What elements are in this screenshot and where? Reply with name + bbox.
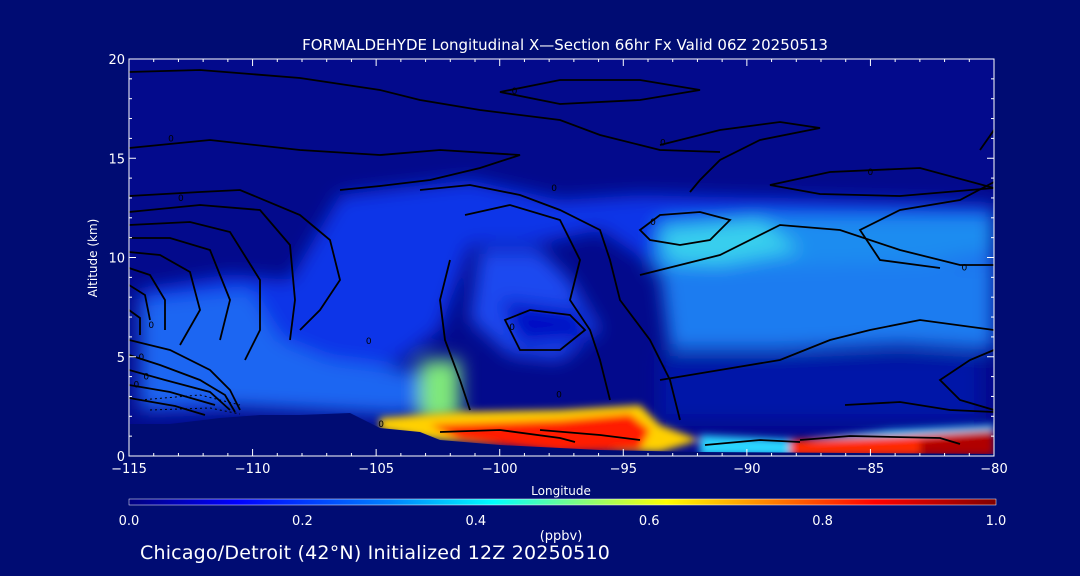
contour-label: 0 — [551, 184, 557, 194]
field-region-jet-core — [660, 220, 800, 265]
field-region-lower-west — [140, 290, 460, 415]
contour-label: 0 — [868, 168, 874, 178]
colorbar-tick-label: 0.4 — [465, 514, 486, 529]
field-region-upslope — [420, 360, 460, 425]
contour-label: 0 — [134, 381, 140, 391]
contour-label: 0 — [148, 321, 154, 331]
colorbar-tick-label: 0.6 — [639, 514, 660, 529]
field-region-lower-east — [660, 355, 980, 420]
y-tick-label: 15 — [108, 152, 125, 167]
x-tick-label: −95 — [610, 462, 637, 477]
contour-label: 0 — [138, 353, 144, 363]
colorbar-tick-label: 0.2 — [292, 514, 313, 529]
y-tick-label: 20 — [108, 53, 125, 68]
y-tick-label: 10 — [108, 252, 125, 267]
colorbar-unit-label: (ppbv) — [540, 529, 583, 544]
y-tick-label: 0 — [117, 450, 125, 465]
colorbar-tick-label: 1.0 — [986, 514, 1007, 529]
x-tick-label: −100 — [482, 462, 518, 477]
field-blobs — [140, 180, 994, 425]
contour-label: 0 — [650, 218, 656, 228]
x-tick-label: −90 — [733, 462, 760, 477]
contour-label: 0 — [378, 420, 384, 430]
colorbar-gradient — [128, 498, 997, 506]
field-region-mid-layer — [660, 260, 994, 350]
x-tick-label: −80 — [980, 462, 1007, 477]
footer-caption: Chicago/Detroit (42°N) Initialized 12Z 2… — [140, 542, 611, 564]
colorbar-tick-label: 0.8 — [812, 514, 833, 529]
contour-label: 0 — [961, 263, 967, 273]
contour-label: 0 — [660, 138, 666, 148]
colorbar: 0.0 0.2 0.4 0.6 0.8 1.0 (ppbv) — [119, 498, 1007, 544]
x-tick-label: −115 — [111, 462, 147, 477]
y-axis-label: Altitude (km) — [86, 219, 100, 298]
contour-label: 0 — [512, 87, 518, 97]
terrain — [129, 413, 994, 456]
x-tick-label: −105 — [358, 462, 394, 477]
y-axis: 0 5 10 15 20 Altitude (km) — [86, 53, 994, 465]
contour-dashed — [139, 394, 241, 415]
chart-title: FORMALDEHYDE Longitudinal X—Section 66hr… — [302, 36, 828, 54]
x-tick-label: −110 — [235, 462, 271, 477]
contour-label: 0 — [168, 134, 174, 144]
x-axis-label: Longitude — [531, 484, 591, 498]
x-axis: −115 −110 −105 −100 −95 −90 −85 −80 Longitude — [111, 59, 1008, 498]
contour-label: 0 — [556, 390, 562, 400]
contour-label: 0 — [509, 323, 515, 333]
contour-label: 0 — [143, 373, 149, 383]
y-tick-label: 5 — [117, 351, 125, 366]
field-region-plume-core — [500, 300, 590, 345]
contour-label: 0 — [178, 194, 184, 204]
x-tick-label: −85 — [857, 462, 884, 477]
contour-lines — [129, 69, 994, 446]
contour-label: 0 — [366, 337, 372, 347]
colorbar-tick-label: 0.0 — [119, 514, 140, 529]
